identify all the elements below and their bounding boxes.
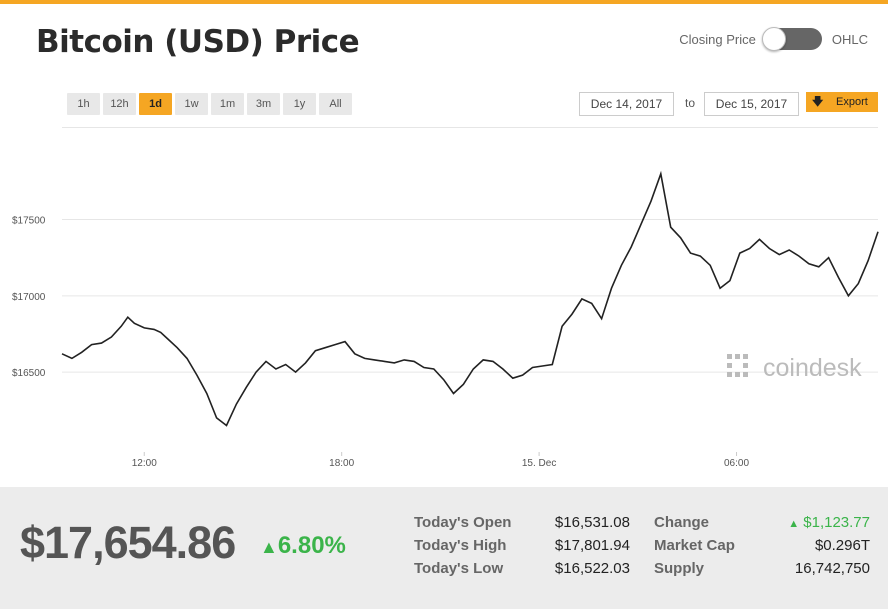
up-triangle-icon: ▲ (788, 518, 800, 530)
x-tick-label: 15. Dec (522, 458, 556, 469)
stat-label: Supply (654, 560, 705, 577)
stat-label: Change (654, 514, 710, 531)
price-series-line (61, 170, 879, 427)
stat-value: $16,522.03 (554, 560, 630, 577)
y-tick-label: $17000 (12, 292, 46, 303)
coindesk-watermark: coindesk (727, 354, 862, 382)
price-mode-toggle-group: Closing Price OHLC (679, 27, 868, 51)
y-tick-label: $17500 (12, 216, 46, 227)
x-tick-label: 12:00 (132, 458, 157, 469)
change-percent: ▲6.80% (260, 532, 346, 560)
stat-value: $0.296T (814, 537, 870, 554)
stats-table: Today's Open $16,531.08 Change ▲ $1,123.… (414, 511, 870, 580)
stats-row: Today's Low $16,522.03 Supply 16,742,750 (414, 557, 870, 580)
up-triangle-icon: ▲ (260, 537, 278, 557)
stat-label: Today's Low (414, 560, 504, 577)
ohlc-label: OHLC (831, 31, 868, 47)
range-button-1w[interactable]: 1w (175, 93, 208, 115)
change-percent-value: 6.80% (277, 532, 346, 559)
watermark-text: coindesk (763, 354, 862, 382)
chart-grid (62, 219, 878, 373)
export-button[interactable]: 🡇 Export (806, 92, 878, 112)
y-axis-ticks: $16500 $17000 $17500 (12, 216, 46, 380)
range-button-1m[interactable]: 1m (211, 93, 244, 115)
export-label: Export (836, 96, 868, 108)
range-button-all[interactable]: All (319, 93, 352, 115)
stat-value: $17,801.94 (554, 537, 630, 554)
stat-value: 16,742,750 (794, 560, 870, 577)
download-arrow-icon: 🡇 (812, 96, 824, 108)
date-range-to-label: to (685, 96, 696, 110)
date-from-input[interactable]: Dec 14, 2017 (579, 92, 674, 116)
current-price: $17,654.86 (20, 517, 236, 568)
range-selector: 1h 12h 1d 1w 1m 3m 1y All (67, 93, 352, 115)
y-tick-label: $16500 (12, 368, 46, 379)
closing-price-label: Closing Price (679, 31, 756, 47)
stat-value: $16,531.08 (554, 514, 630, 531)
price-chart: $16500 $17000 $17500 12:00 18:00 15. Dec 06:0… (12, 170, 879, 469)
toggle-knob[interactable] (761, 27, 786, 51)
range-button-3m[interactable]: 3m (247, 93, 280, 115)
date-to-input[interactable]: Dec 15, 2017 (704, 92, 799, 116)
stat-label: Today's Open (414, 514, 512, 531)
range-button-1h[interactable]: 1h (67, 93, 100, 115)
change-value: $1,123.77 (803, 514, 870, 531)
stat-label: Market Cap (654, 537, 735, 554)
summary-panel (0, 487, 888, 609)
stats-row: Today's Open $16,531.08 Change ▲ $1,123.… (414, 511, 870, 534)
x-axis-ticks: 12:00 18:00 15. Dec 06:00 (132, 452, 749, 469)
chart-top-divider (62, 127, 878, 128)
x-tick-label: 06:00 (724, 458, 749, 469)
page-title: Bitcoin (USD) Price (36, 24, 360, 60)
x-tick-label: 18:00 (329, 458, 354, 469)
stat-value: ▲ $1,123.77 (766, 511, 870, 534)
stat-label: Today's High (414, 537, 507, 554)
price-mode-toggle[interactable] (761, 27, 822, 51)
stats-row: Today's High $17,801.94 Market Cap $0.29… (414, 534, 870, 557)
range-button-12h[interactable]: 12h (103, 93, 136, 115)
range-button-1y[interactable]: 1y (283, 93, 316, 115)
range-button-1d[interactable]: 1d (139, 93, 172, 115)
top-accent-bar (0, 0, 888, 4)
